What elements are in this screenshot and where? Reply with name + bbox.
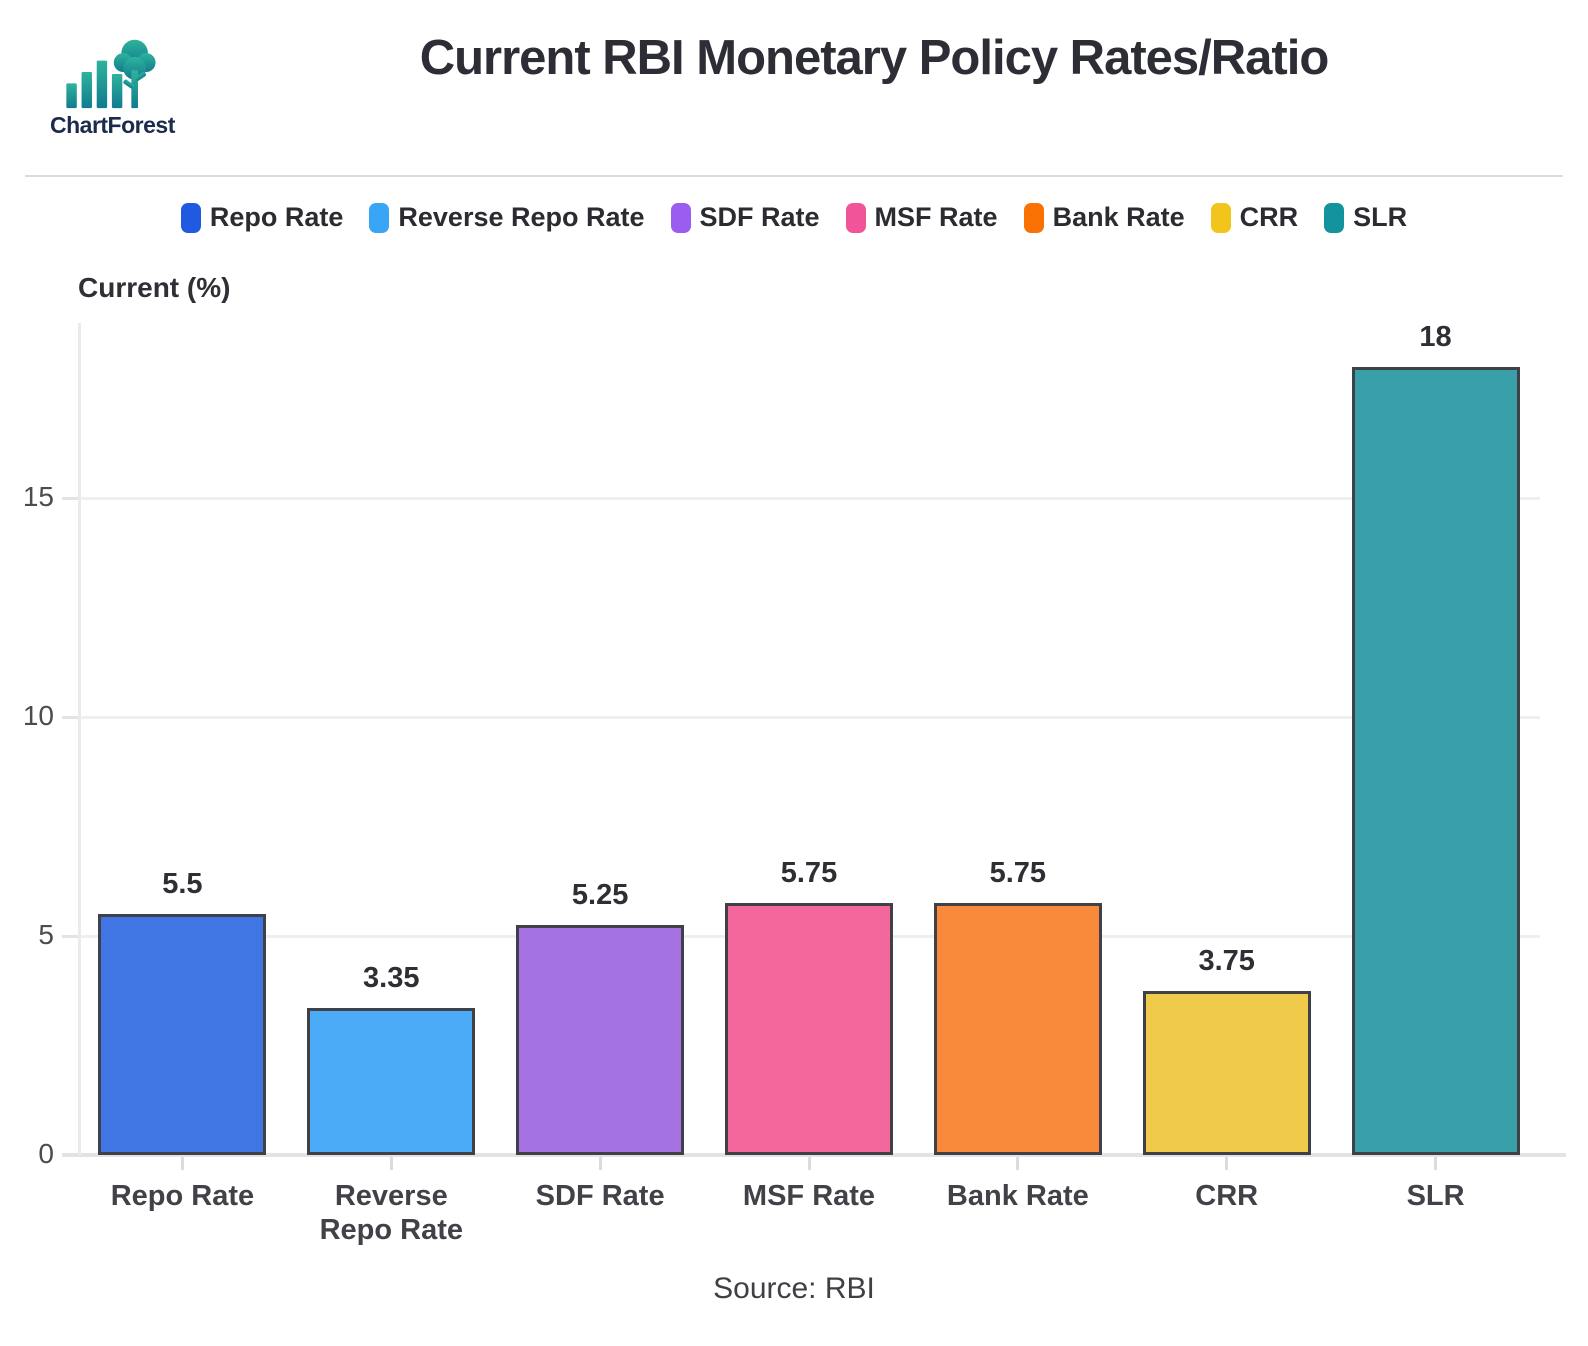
x-tick-mark <box>389 1157 393 1170</box>
legend-item-label: Bank Rate <box>1052 202 1185 232</box>
x-tick-mark <box>1016 1157 1020 1170</box>
legend-swatch <box>180 202 201 233</box>
x-axis-label: Reverse Repo Rate <box>319 1180 463 1247</box>
chartforest-logo-icon <box>66 39 156 109</box>
bar-value-label: 5.75 <box>989 857 1047 890</box>
gridline <box>78 715 1540 719</box>
legend-item-label: SDF Rate <box>699 202 820 232</box>
legend-item: SLR <box>1324 202 1407 233</box>
y-tick-label: 15 <box>22 481 54 513</box>
legend-swatch <box>1023 202 1044 233</box>
brand-logo: ChartForest <box>50 36 175 139</box>
legend-item-label: Repo Rate <box>209 202 344 232</box>
brand-name: ChartForest <box>50 112 175 138</box>
source-note: Source: RBI <box>713 1272 875 1305</box>
bar <box>725 903 893 1155</box>
bar-value-label: 5.75 <box>780 857 838 890</box>
bar <box>1351 366 1520 1155</box>
legend-item: SDF Rate <box>670 202 820 233</box>
legend-item-label: SLR <box>1353 202 1408 232</box>
y-axis-title: Current (%) <box>78 272 231 303</box>
legend-swatch <box>845 202 866 233</box>
legend-item: Repo Rate <box>180 202 344 233</box>
legend-swatch <box>670 202 691 233</box>
legend-swatch <box>1210 202 1231 233</box>
x-tick-mark <box>180 1157 184 1170</box>
bar <box>933 903 1102 1155</box>
y-tick-mark <box>62 934 78 938</box>
legend-swatch <box>369 202 390 233</box>
page-title: Current RBI Monetary Policy Rates/Ratio <box>419 31 1330 85</box>
y-tick-mark <box>62 715 78 719</box>
bar-value-label: 3.75 <box>1198 944 1255 977</box>
legend-item-label: Reverse Repo Rate <box>398 202 645 232</box>
bar <box>98 914 267 1155</box>
plot-area: 0 5 10 15 5.5 Repo Rate 3.35 Reverse Repo Rate 5… <box>23 320 1566 1246</box>
x-tick-mark <box>1225 1157 1229 1170</box>
x-tick-mark <box>807 1157 811 1170</box>
legend-item: Reverse Repo Rate <box>369 202 645 233</box>
y-tick-mark <box>62 496 78 500</box>
bar-value-label: 18 <box>1419 320 1452 353</box>
x-axis-label: CRR <box>1195 1180 1259 1212</box>
x-axis-label: Repo Rate <box>110 1180 255 1212</box>
bar <box>307 1008 476 1155</box>
x-axis-label: Bank Rate <box>946 1180 1089 1212</box>
x-axis-label: SLR <box>1406 1180 1465 1212</box>
bar <box>1142 990 1311 1155</box>
legend-item-label: MSF Rate <box>874 202 998 232</box>
bar-value-label: 5.25 <box>571 879 629 912</box>
y-tick-label: 10 <box>22 700 54 732</box>
x-tick-mark <box>1434 1157 1438 1170</box>
legend-item: Bank Rate <box>1023 202 1185 233</box>
x-axis-baseline <box>62 1153 1566 1157</box>
bar-value-label: 5.5 <box>162 868 203 901</box>
x-axis-label: MSF Rate <box>742 1180 876 1212</box>
bar <box>516 925 685 1155</box>
y-tick-label: 5 <box>38 919 54 951</box>
legend-swatch <box>1324 202 1345 233</box>
header-divider <box>25 175 1563 177</box>
legend-item-label: CRR <box>1239 202 1299 232</box>
bar-value-label: 3.35 <box>363 962 420 995</box>
gridline <box>78 496 1540 500</box>
y-axis-line <box>78 323 81 1155</box>
chart-legend: Repo Rate Reverse Repo Rate SDF Rate MSF Ra… <box>0 202 1588 233</box>
legend-item: CRR <box>1210 202 1299 233</box>
x-tick-mark <box>598 1157 602 1170</box>
y-tick-label: 0 <box>38 1138 54 1169</box>
legend-item: MSF Rate <box>845 202 998 233</box>
x-axis-label: SDF Rate <box>535 1180 665 1212</box>
